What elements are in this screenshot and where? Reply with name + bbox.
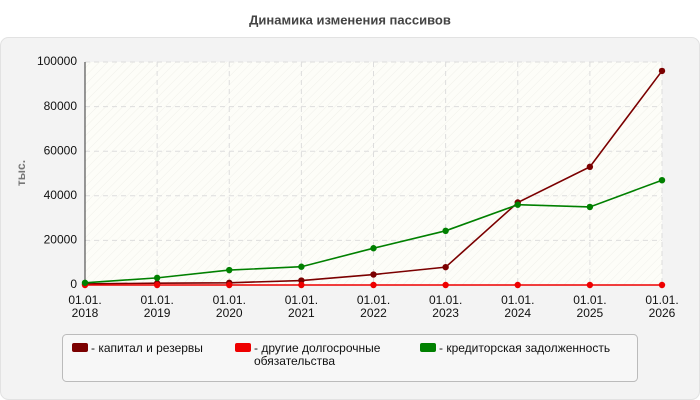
data-point (442, 263, 449, 271)
data-point (298, 277, 305, 284)
data-point (226, 281, 233, 289)
x-tick-label: 01.01. 2026 (645, 293, 678, 320)
data-point (81, 279, 89, 286)
data-point (514, 201, 521, 208)
data-point (298, 281, 305, 289)
data-point (442, 281, 449, 289)
legend-label: - другие долгосрочные обязательства (254, 341, 381, 368)
y-tick-label: 100000 (37, 54, 77, 68)
data-point (658, 67, 666, 75)
x-tick-label: 01.01. 2022 (357, 293, 390, 320)
y-tick-label: 0 (70, 277, 77, 291)
x-tick-label: 01.01. 2024 (501, 293, 534, 320)
legend-label: - кредиторская задолженность (439, 341, 610, 355)
data-point (586, 163, 594, 171)
y-tick-label: 80000 (44, 99, 78, 113)
legend-swatch (235, 343, 251, 352)
y-tick-label: 60000 (44, 143, 78, 157)
x-tick-label: 01.01. 2025 (573, 293, 606, 320)
x-tick-label: 01.01. 2021 (285, 293, 318, 320)
data-point (442, 227, 449, 235)
data-point (153, 274, 161, 282)
data-point (586, 203, 594, 211)
data-point (658, 176, 666, 184)
data-point (153, 281, 161, 289)
x-tick-label: 01.01. 2023 (429, 293, 462, 320)
y-tick-label: 40000 (44, 188, 78, 202)
chart-title: Динамика изменения пассивов (249, 12, 451, 27)
y-tick-label: 20000 (44, 233, 78, 247)
data-point (370, 271, 377, 278)
legend-swatch (72, 343, 88, 352)
x-tick-label: 01.01. 2018 (68, 293, 101, 320)
data-point (586, 281, 594, 289)
data-point (370, 281, 377, 289)
legend-swatch (420, 343, 436, 352)
legend (62, 334, 638, 382)
data-point (226, 266, 233, 274)
legend-label: - капитал и резервы (91, 341, 203, 355)
data-point (658, 281, 666, 289)
data-point (514, 281, 521, 289)
data-point (370, 245, 377, 252)
x-tick-label: 01.01. 2020 (213, 293, 246, 320)
data-point (298, 263, 305, 270)
x-tick-label: 01.01. 2019 (140, 293, 173, 320)
y-axis-label: тыс. (14, 160, 28, 186)
